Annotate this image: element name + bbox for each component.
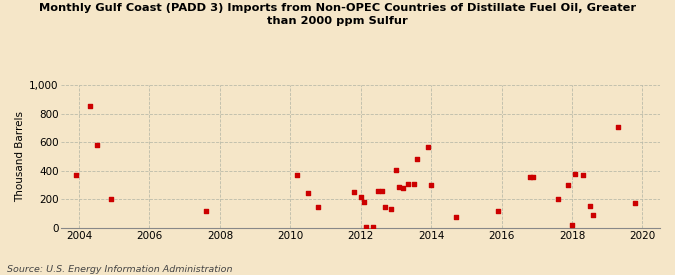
Point	[398, 186, 408, 190]
Point	[528, 174, 539, 179]
Point	[391, 168, 402, 172]
Point	[380, 204, 391, 209]
Point	[524, 175, 535, 179]
Point	[493, 209, 504, 213]
Point	[377, 189, 387, 193]
Point	[570, 172, 581, 177]
Point	[408, 182, 419, 186]
Point	[553, 197, 564, 202]
Point	[313, 204, 324, 209]
Point	[292, 173, 303, 177]
Point	[373, 189, 383, 193]
Point	[70, 173, 81, 177]
Point	[355, 195, 366, 199]
Point	[200, 209, 211, 213]
Point	[450, 215, 461, 219]
Point	[630, 201, 641, 205]
Point	[105, 197, 116, 202]
Y-axis label: Thousand Barrels: Thousand Barrels	[15, 111, 25, 202]
Point	[426, 183, 437, 187]
Text: Source: U.S. Energy Information Administration: Source: U.S. Energy Information Administ…	[7, 265, 232, 274]
Point	[588, 213, 599, 217]
Point	[412, 156, 423, 161]
Point	[360, 224, 371, 229]
Point	[563, 183, 574, 187]
Point	[577, 173, 588, 177]
Point	[566, 223, 577, 227]
Point	[302, 191, 313, 195]
Point	[359, 200, 370, 204]
Point	[423, 145, 433, 149]
Text: Monthly Gulf Coast (PADD 3) Imports from Non-OPEC Countries of Distillate Fuel O: Monthly Gulf Coast (PADD 3) Imports from…	[39, 3, 636, 26]
Point	[612, 125, 623, 129]
Point	[84, 104, 95, 109]
Point	[368, 224, 379, 229]
Point	[91, 143, 102, 147]
Point	[385, 207, 396, 211]
Point	[394, 184, 405, 189]
Point	[348, 190, 359, 194]
Point	[584, 204, 595, 208]
Point	[403, 182, 414, 186]
